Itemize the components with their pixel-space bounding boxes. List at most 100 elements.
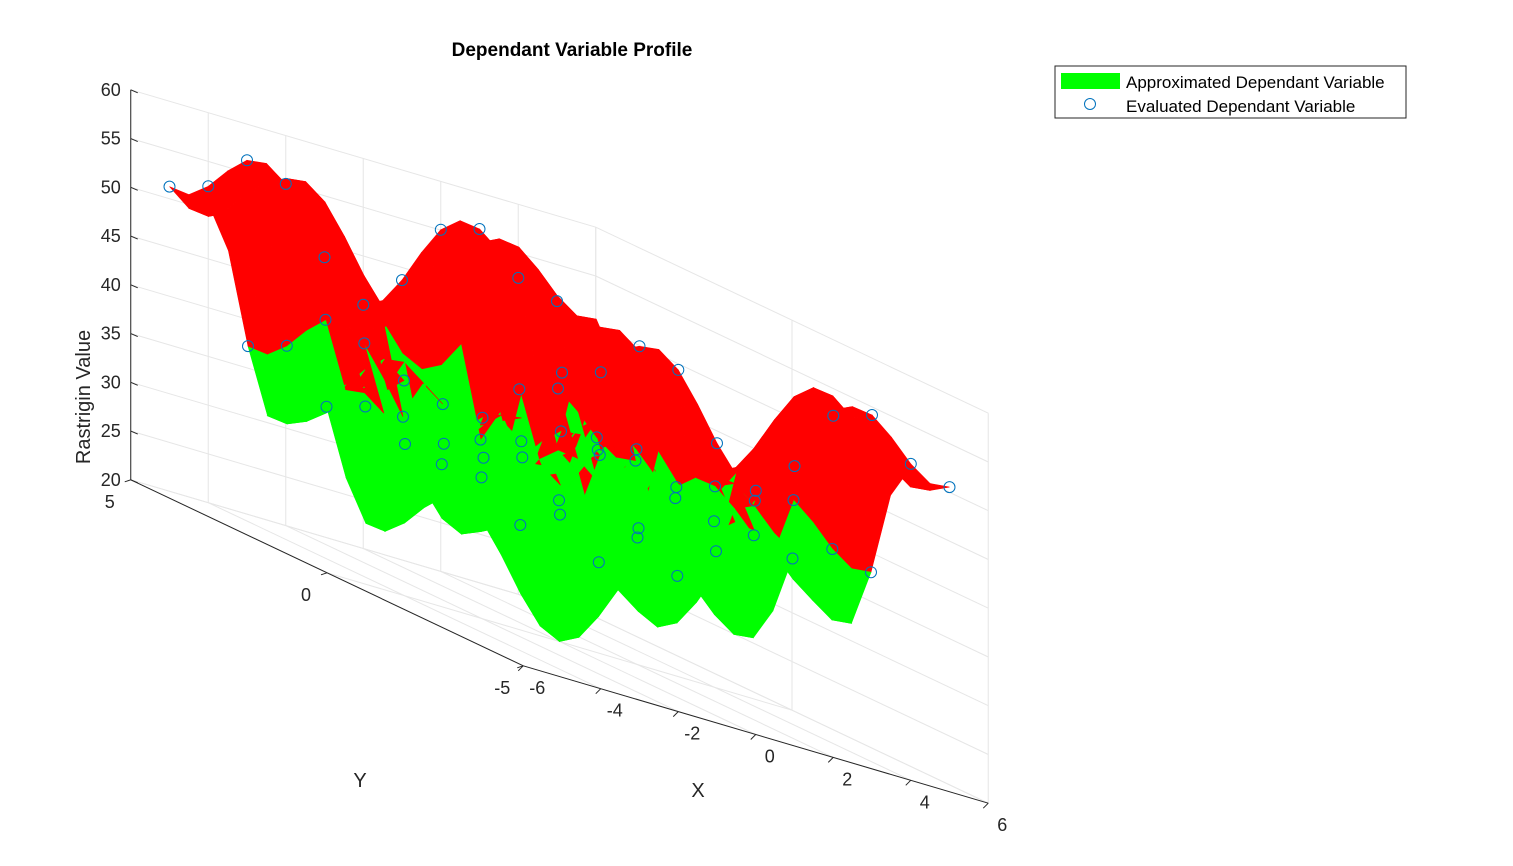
z-tick-label: 40 xyxy=(101,275,121,295)
z-tick-mark xyxy=(130,89,138,94)
axis-ticks: -6 -4 -2 0 2 4 6 -5 0 520 25 30 35 40 45 50 55 60 xyxy=(101,80,1008,835)
z-tick-mark xyxy=(130,430,138,435)
evaluated-point xyxy=(669,492,682,505)
evaluated-point xyxy=(556,366,568,379)
y-tick-label: -5 xyxy=(494,678,510,698)
evaluated-point xyxy=(434,223,447,236)
z-tick-mark xyxy=(130,381,138,386)
evaluated-point xyxy=(516,451,529,464)
evaluated-point xyxy=(591,443,604,456)
evaluated-point xyxy=(671,569,684,582)
evaluated-point xyxy=(551,295,563,308)
surface-patch xyxy=(169,186,209,217)
z-tick-mark xyxy=(130,284,138,289)
y-tick-mark xyxy=(320,572,328,576)
z-tick-mark xyxy=(130,186,138,191)
evaluated-point xyxy=(437,437,450,450)
legend-label-points: Evaluated Dependant Variable xyxy=(1126,97,1355,116)
evaluated-point xyxy=(711,437,723,450)
grid-line-z xyxy=(130,89,989,414)
evaluated-point xyxy=(594,366,607,379)
evaluated-point xyxy=(280,339,293,352)
x-tick-label: 4 xyxy=(920,792,930,812)
evaluated-point xyxy=(748,494,761,507)
x-tick-mark xyxy=(595,688,602,695)
evaluated-point xyxy=(632,522,645,535)
evaluated-point xyxy=(512,271,525,284)
evaluated-point xyxy=(163,180,176,193)
y-tick-label: 0 xyxy=(301,585,311,605)
evaluated-point xyxy=(633,340,646,353)
x-tick-mark xyxy=(750,734,757,740)
y-axis-label: Y xyxy=(353,770,366,792)
evaluated-point xyxy=(787,494,800,507)
y-tick-label: 5 xyxy=(105,492,115,512)
x-tick-mark xyxy=(517,665,524,672)
evaluated-point xyxy=(866,409,878,421)
evaluated-point xyxy=(357,298,370,311)
x-tick-label: -4 xyxy=(607,701,623,721)
evaluated-point xyxy=(279,177,292,190)
x-tick-label: 2 xyxy=(842,769,852,789)
evaluated-point xyxy=(358,337,371,350)
x-tick-mark xyxy=(827,757,834,763)
z-tick-mark xyxy=(130,138,138,143)
z-tick-mark xyxy=(130,479,138,484)
evaluated-point xyxy=(399,438,411,450)
evaluated-point xyxy=(475,471,488,484)
evaluated-point xyxy=(515,435,528,448)
evaluated-point xyxy=(672,363,685,376)
evaluated-point xyxy=(398,374,410,387)
evaluated-point xyxy=(709,480,721,493)
evaluated-point xyxy=(631,531,644,544)
evaluated-point xyxy=(435,458,448,471)
evaluated-point xyxy=(590,431,603,444)
evaluated-point xyxy=(242,340,254,353)
z-tick-label: 55 xyxy=(101,129,121,149)
evaluated-point xyxy=(476,411,489,424)
x-tick-mark xyxy=(672,711,679,717)
legend-marker-circle xyxy=(1084,98,1096,110)
evaluated-point xyxy=(708,515,720,528)
evaluated-point xyxy=(593,449,606,461)
evaluated-point xyxy=(788,460,801,473)
evaluated-point xyxy=(592,556,605,569)
z-axis-label: Rastrigin Value xyxy=(73,330,95,464)
evaluated-point xyxy=(710,545,722,558)
z-tick-label: 25 xyxy=(101,421,121,441)
z-tick-mark xyxy=(130,333,138,338)
evaluated-point xyxy=(826,543,839,555)
z-tick-label: 50 xyxy=(101,177,121,197)
legend: Approximated Dependant Variable Evaluate… xyxy=(1054,65,1407,119)
evaluated-point xyxy=(477,451,490,464)
y-tick-mark xyxy=(124,479,131,483)
x-tick-label: -6 xyxy=(529,678,545,698)
evaluated-point xyxy=(555,425,567,438)
evaluated-point xyxy=(629,454,642,467)
evaluated-point xyxy=(202,180,215,193)
legend-label-surface: Approximated Dependant Variable xyxy=(1126,73,1385,92)
chart-title: Dependant Variable Profile xyxy=(452,40,693,61)
evaluated-point xyxy=(397,410,409,423)
x-tick-mark xyxy=(905,779,912,786)
evaluated-point xyxy=(749,484,762,497)
evaluated-point xyxy=(436,398,449,411)
evaluated-point xyxy=(396,274,408,287)
evaluated-point xyxy=(318,251,331,264)
evaluated-point xyxy=(865,566,877,579)
evaluated-point xyxy=(241,154,253,167)
evaluated-point xyxy=(827,409,840,422)
evaluated-point xyxy=(553,494,565,507)
evaluated-point xyxy=(514,519,527,531)
x-axis-label: X xyxy=(691,780,704,802)
evaluated-point xyxy=(359,400,372,413)
evaluated-point xyxy=(513,383,526,396)
x-tick-label: 0 xyxy=(765,747,775,767)
y-tick-mark xyxy=(517,665,524,669)
z-tick-label: 20 xyxy=(101,470,121,490)
evaluated-point xyxy=(474,433,487,446)
evaluated-point xyxy=(319,313,332,326)
evaluated-point xyxy=(943,481,956,494)
evaluated-point xyxy=(747,529,760,542)
